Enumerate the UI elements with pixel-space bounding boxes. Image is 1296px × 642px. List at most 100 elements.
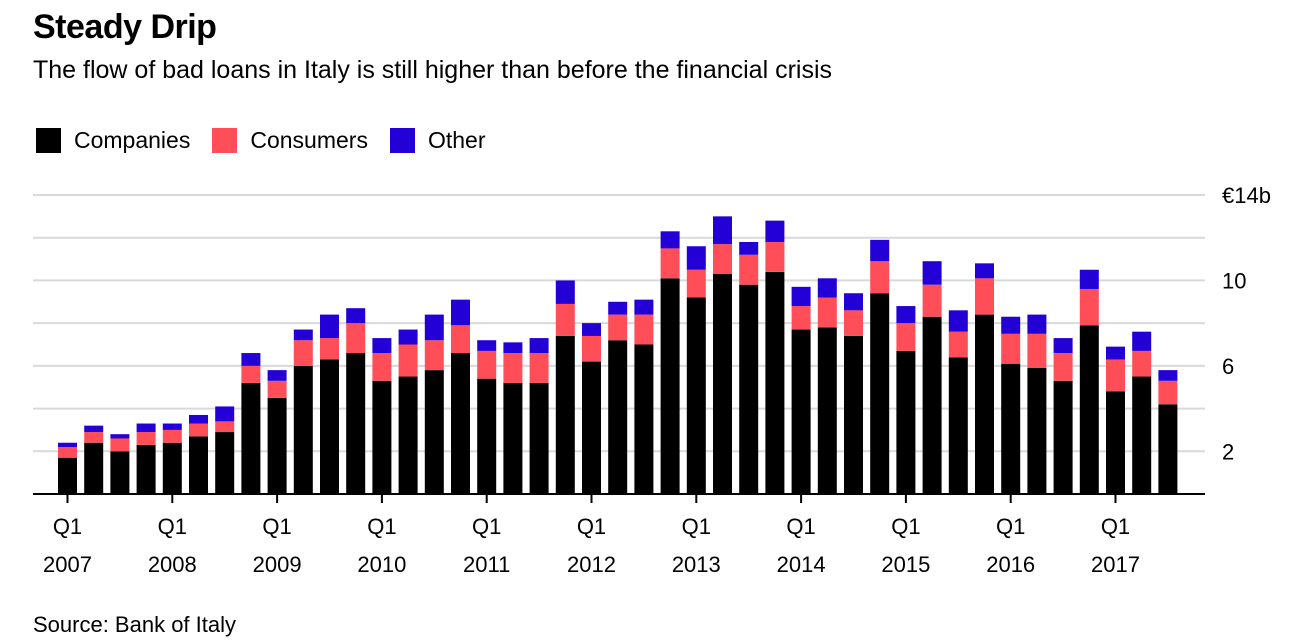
- x-tick-label-quarter: Q1: [786, 514, 815, 539]
- bar-segment-companies: [922, 316, 942, 494]
- bar-segment-companies: [817, 327, 837, 494]
- bar-segment-consumers: [293, 340, 313, 366]
- legend-item-companies: Companies: [36, 127, 190, 154]
- bar-segment-companies: [1158, 404, 1178, 494]
- bar-segment-companies: [844, 335, 863, 494]
- legend-item-consumers: Consumers: [212, 127, 368, 154]
- bar-segment-consumers: [398, 344, 418, 377]
- bar-segment-companies: [398, 376, 418, 494]
- x-tick-label-year: 2017: [1091, 552, 1140, 577]
- bar-segment-companies: [189, 436, 208, 494]
- bar-segment-consumers: [713, 244, 732, 275]
- y-tick-label: €14b: [1222, 183, 1271, 208]
- bar-segment-companies: [320, 359, 339, 494]
- x-tick-label-quarter: Q1: [891, 514, 920, 539]
- bar-segment-other: [267, 370, 287, 381]
- x-tick-label-year: 2015: [881, 552, 930, 577]
- bar-segment-other: [844, 293, 863, 311]
- x-tick-label-quarter: Q1: [472, 514, 501, 539]
- bar-segment-companies: [346, 353, 366, 494]
- bar-segment-other: [713, 216, 732, 245]
- bar-segment-other: [817, 278, 837, 298]
- bar-segment-companies: [608, 340, 628, 494]
- bar-segment-other: [293, 329, 313, 341]
- x-tick-label-quarter: Q1: [262, 514, 291, 539]
- bar-segment-other: [372, 338, 392, 354]
- bar-segment-consumers: [1053, 353, 1073, 381]
- bar-segment-other: [398, 329, 418, 345]
- x-tick-label-quarter: Q1: [367, 514, 396, 539]
- bar-segment-consumers: [896, 323, 916, 351]
- bar-segment-consumers: [817, 297, 837, 328]
- bar-segment-other: [765, 220, 785, 242]
- bar-segment-companies: [739, 284, 759, 494]
- bar-segment-other: [1079, 269, 1099, 289]
- legend-label-consumers: Consumers: [250, 127, 368, 153]
- bar-segment-companies: [686, 297, 706, 494]
- chart-subtitle: The flow of bad loans in Italy is still …: [33, 56, 833, 84]
- bar-segment-consumers: [634, 314, 654, 345]
- bar-segment-consumers: [529, 353, 549, 383]
- bar-segment-companies: [503, 382, 523, 494]
- bar-segment-companies: [477, 378, 497, 494]
- bar-segment-other: [110, 434, 130, 439]
- bar-segment-consumers: [1132, 350, 1152, 377]
- bar-segment-consumers: [739, 254, 759, 285]
- x-tick-label-year: 2013: [672, 552, 721, 577]
- bar-segment-consumers: [1158, 380, 1178, 405]
- bar-segment-companies: [267, 397, 287, 494]
- legend-swatch-companies: [36, 128, 61, 153]
- bar-segment-consumers: [372, 353, 392, 381]
- bar-segment-other: [582, 323, 601, 336]
- bar-segment-consumers: [791, 306, 811, 330]
- x-tick-label-year: 2014: [777, 552, 826, 577]
- bar-segment-companies: [372, 380, 392, 494]
- bar-segment-consumers: [1001, 333, 1021, 364]
- x-tick-label-year: 2008: [148, 552, 197, 577]
- bar-segment-consumers: [844, 310, 863, 336]
- bar-segment-companies: [948, 357, 968, 494]
- bar-segment-other: [503, 342, 523, 354]
- bar-segment-consumers: [451, 325, 470, 354]
- bar-segment-consumers: [1079, 288, 1099, 326]
- bar-segment-other: [1158, 370, 1178, 381]
- bar-segment-other: [529, 338, 549, 354]
- x-tick-label-year: 2011: [463, 552, 510, 577]
- y-tick-label: 2: [1222, 439, 1234, 464]
- bar-segment-consumers: [608, 314, 628, 341]
- bar-segment-consumers: [477, 350, 497, 379]
- bar-segment-consumers: [1106, 359, 1125, 392]
- bar-segment-companies: [293, 365, 313, 494]
- bar-segment-other: [215, 406, 235, 422]
- bar-segment-other: [162, 423, 182, 430]
- bar-segment-companies: [241, 382, 261, 494]
- bar-segment-other: [634, 299, 654, 315]
- bar-segment-other: [136, 423, 156, 433]
- bar-segment-companies: [529, 382, 549, 494]
- bar-segment-consumers: [84, 432, 104, 443]
- x-tick-label-quarter: Q1: [682, 514, 711, 539]
- bar-segment-companies: [84, 442, 104, 494]
- bar-segment-companies: [1132, 376, 1152, 494]
- y-tick-label: 6: [1222, 354, 1234, 379]
- x-tick-label-year: 2009: [253, 552, 302, 577]
- bar-segment-consumers: [975, 278, 994, 315]
- bar-segment-other: [870, 239, 890, 262]
- bar-segment-companies: [1053, 380, 1073, 494]
- x-tick-label-quarter: Q1: [158, 514, 187, 539]
- bar-segment-companies: [791, 329, 811, 494]
- x-tick-label-quarter: Q1: [53, 514, 82, 539]
- bar-segment-other: [189, 414, 208, 424]
- bar-segment-consumers: [503, 353, 523, 383]
- bar-segment-consumers: [555, 303, 575, 336]
- bar-segment-other: [424, 314, 444, 341]
- bar-segment-companies: [975, 314, 994, 494]
- bar-segment-other: [58, 442, 77, 448]
- bar-segment-other: [896, 306, 916, 324]
- bar-segment-consumers: [110, 438, 130, 452]
- bar-segment-companies: [1027, 367, 1047, 494]
- bar-segment-consumers: [582, 335, 601, 362]
- bar-segment-companies: [58, 457, 77, 494]
- bar-segment-consumers: [58, 447, 77, 458]
